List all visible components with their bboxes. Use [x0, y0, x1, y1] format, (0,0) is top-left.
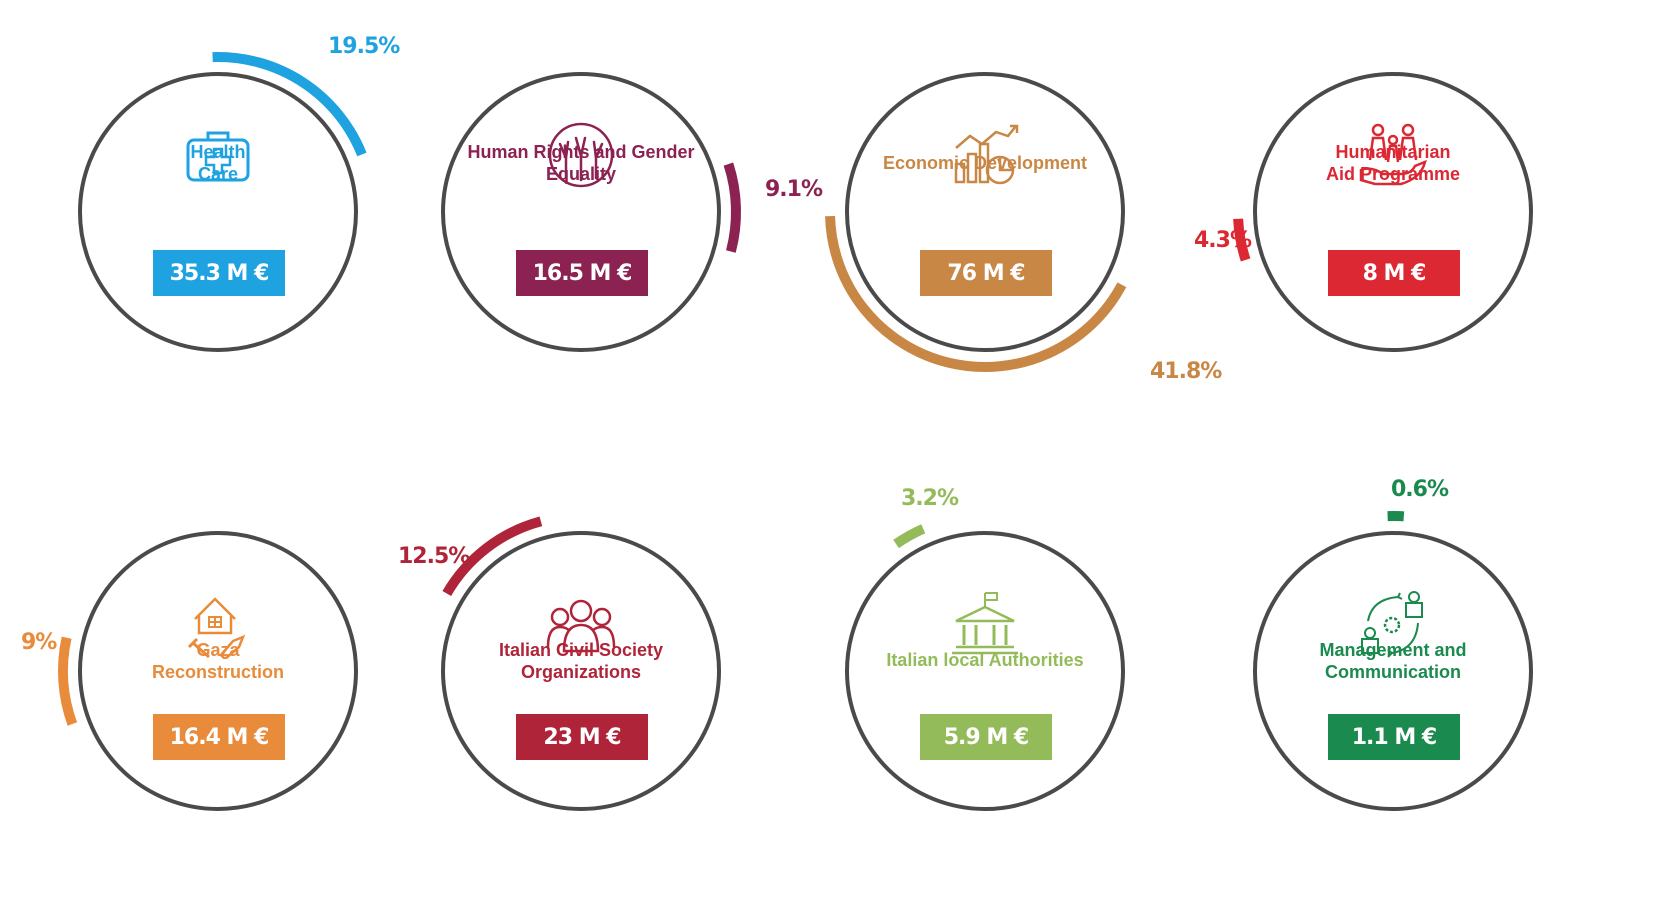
category-ring	[845, 524, 1125, 811]
share-arc	[723, 162, 741, 253]
category-ring	[78, 52, 367, 352]
share-percentage: 3.2%	[901, 486, 959, 511]
government-building-icon	[950, 589, 1020, 659]
share-arc	[1233, 218, 1251, 262]
category-ring	[58, 531, 358, 811]
circle-outline	[78, 72, 358, 352]
share-percentage: 12.5%	[398, 544, 470, 569]
amount-badge: 1.1 M €	[1328, 714, 1460, 760]
category-card: Gaza Reconstruction 16.4 M €	[58, 521, 368, 821]
category-label-line: Gaza	[196, 640, 240, 660]
amount-badge: 76 M €	[920, 250, 1052, 296]
circle-outline	[1253, 72, 1533, 352]
people-group-icon	[546, 589, 616, 659]
category-label-line: Reconstruction	[151, 662, 284, 682]
share-arc	[212, 52, 367, 157]
circle-outline	[441, 531, 721, 811]
category-card: Health Care 35.3 M €	[68, 52, 368, 362]
circle-outline	[845, 531, 1125, 811]
growth-chart-icon	[950, 120, 1020, 190]
circle-outline	[78, 531, 358, 811]
share-percentage: 9.1%	[765, 177, 823, 202]
category-card: Italian local Authorities 5.9 M €	[835, 521, 1135, 821]
share-arc	[893, 524, 926, 549]
category-card: Management and Communication 1.1 M €	[1243, 511, 1543, 821]
raised-hands-icon	[546, 120, 616, 190]
category-label: Humanitarian Aid Programme	[1253, 141, 1533, 185]
category-label-line: Health	[190, 142, 246, 162]
share-percentage: 19.5%	[328, 34, 400, 59]
category-label-line: Economic Development	[882, 153, 1088, 173]
amount-badge: 16.5 M €	[516, 250, 648, 296]
category-card: Economic Development 76 M €	[825, 62, 1135, 372]
category-label-line: Care	[197, 164, 239, 184]
category-ring	[441, 72, 741, 352]
circle-outline	[1253, 531, 1533, 811]
house-tools-icon	[183, 589, 253, 661]
category-label-line: Management and	[1319, 640, 1467, 660]
category-label: Health Care	[78, 141, 358, 185]
share-percentage: 41.8%	[1150, 359, 1222, 384]
category-label-line: Equality	[545, 164, 616, 184]
category-label-line: Human Rights and Gender	[467, 142, 695, 162]
share-percentage: 0.6%	[1391, 477, 1449, 502]
share-percentage: 9%	[21, 630, 57, 655]
category-label: Human Rights and Gender Equality	[441, 141, 721, 185]
share-percentage: 4.3%	[1194, 228, 1252, 253]
category-card: Italian Civil Society Organizations 23 M €	[431, 516, 731, 821]
amount-badge: 16.4 M €	[153, 714, 285, 760]
category-label-line: Humanitarian	[1335, 142, 1451, 162]
circle-outline	[441, 72, 721, 352]
management-cycle-icon	[1358, 589, 1428, 659]
family-in-hand-icon	[1358, 120, 1428, 190]
share-arc	[442, 516, 543, 597]
category-ring	[1233, 72, 1533, 352]
first-aid-kit-icon	[183, 120, 253, 190]
category-label-line: Communication	[1324, 662, 1461, 682]
category-label: Gaza Reconstruction	[78, 639, 358, 683]
category-label-line: Italian local Authorities	[886, 650, 1084, 670]
amount-badge: 5.9 M €	[920, 714, 1052, 760]
category-card: Human Rights and Gender Equality 16.5 M €	[431, 62, 741, 362]
category-label: Italian Civil Society Organizations	[441, 639, 721, 683]
category-card: Humanitarian Aid Programme 8 M €	[1233, 62, 1543, 362]
category-label-line: Aid Programme	[1325, 164, 1461, 184]
amount-badge: 8 M €	[1328, 250, 1460, 296]
category-label: Economic Development	[845, 152, 1125, 174]
category-label-line: Italian Civil Society	[498, 640, 664, 660]
category-ring	[825, 72, 1127, 372]
share-arc	[58, 636, 78, 726]
amount-badge: 23 M €	[516, 714, 648, 760]
category-label: Italian local Authorities	[845, 649, 1125, 671]
category-label: Management and Communication	[1253, 639, 1533, 683]
share-arc	[825, 215, 1127, 372]
category-ring	[441, 516, 721, 811]
category-ring	[1253, 511, 1533, 811]
amount-badge: 35.3 M €	[153, 250, 285, 296]
category-label-line: Organizations	[520, 662, 641, 682]
circle-outline	[845, 72, 1125, 352]
